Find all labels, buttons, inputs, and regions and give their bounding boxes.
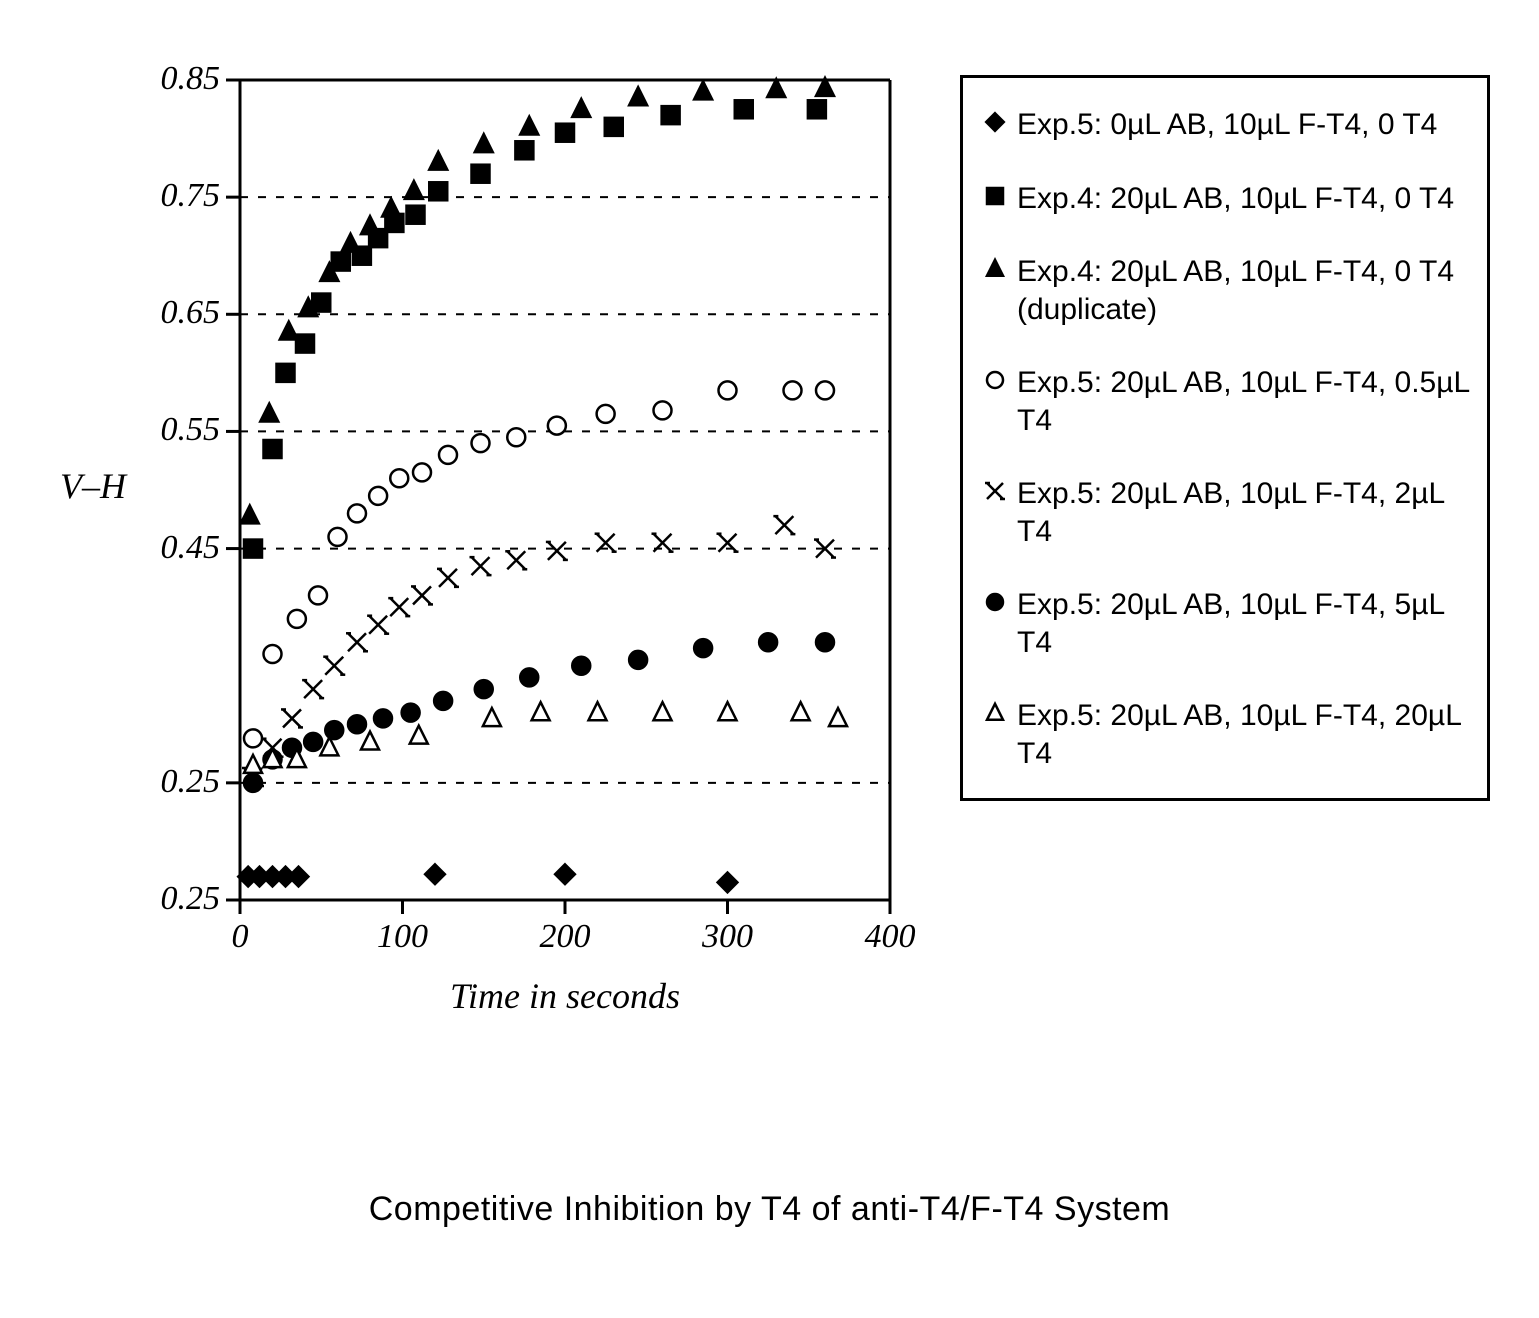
legend-label: Exp.4: 20µL AB, 10µL F-T4, 0 T4 (1017, 180, 1473, 218)
legend-label: Exp.5: 20µL AB, 10µL F-T4, 0.5µL T4 (1017, 364, 1473, 439)
legend-item: Exp.4: 20µL AB, 10µL F-T4, 0 T4 (duplica… (977, 253, 1473, 328)
x-tick-label: 400 (850, 918, 930, 956)
legend-item: Exp.4: 20µL AB, 10µL F-T4, 0 T4 (977, 180, 1473, 218)
legend-item: Exp.5: 0µL AB, 10µL F-T4, 0 T4 (977, 106, 1473, 144)
legend-item: Exp.5: 20µL AB, 10µL F-T4, 0.5µL T4 (977, 364, 1473, 439)
legend-item: Exp.5: 20µL AB, 10µL F-T4, 2µL T4 (977, 475, 1473, 550)
chart-area: V–H Time in seconds 0 100 200 300 400 0.25 0.2… (60, 70, 960, 1030)
y-tick-label: 0.85 (140, 60, 220, 98)
legend: Exp.5: 0µL AB, 10µL F-T4, 0 T4 Exp.4: 20µ… (960, 75, 1490, 801)
legend-marker-icon (977, 697, 1013, 729)
x-tick-label: 200 (525, 918, 605, 956)
legend-marker-icon (977, 586, 1013, 618)
series-exp5_0p5T4 (244, 381, 834, 747)
x-tick-label: 300 (688, 918, 768, 956)
legend-marker-icon (977, 180, 1013, 212)
y-tick-label: 0.75 (140, 177, 220, 215)
legend-item: Exp.5: 20µL AB, 10µL F-T4, 20µL T4 (977, 697, 1473, 772)
y-tick-label: 0.55 (140, 411, 220, 449)
y-tick-label: 0.25 (140, 880, 220, 918)
series-exp5_0AB (238, 864, 737, 892)
x-tick-label: 0 (200, 918, 280, 956)
legend-label: Exp.5: 20µL AB, 10µL F-T4, 20µL T4 (1017, 697, 1473, 772)
series-exp4_20AB_sq (244, 100, 826, 557)
legend-marker-icon (977, 364, 1013, 396)
y-axis-label: V–H (60, 465, 126, 507)
x-tick-label: 100 (363, 918, 443, 956)
chart-caption: Competitive Inhibition by T4 of anti-T4/… (0, 1190, 1539, 1229)
legend-marker-icon (977, 253, 1013, 285)
y-tick-label: 0.65 (140, 294, 220, 332)
legend-item: Exp.5: 20µL AB, 10µL F-T4, 5µL T4 (977, 586, 1473, 661)
y-tick-label: 0.45 (140, 529, 220, 567)
y-tick-label: 0.25 (140, 763, 220, 801)
legend-marker-icon (977, 475, 1013, 507)
legend-label: Exp.5: 0µL AB, 10µL F-T4, 0 T4 (1017, 106, 1473, 144)
legend-label: Exp.5: 20µL AB, 10µL F-T4, 5µL T4 (1017, 586, 1473, 661)
x-axis-label: Time in seconds (240, 975, 890, 1017)
legend-label: Exp.5: 20µL AB, 10µL F-T4, 2µL T4 (1017, 475, 1473, 550)
legend-label: Exp.4: 20µL AB, 10µL F-T4, 0 T4 (duplica… (1017, 253, 1473, 328)
legend-marker-icon (977, 106, 1013, 138)
